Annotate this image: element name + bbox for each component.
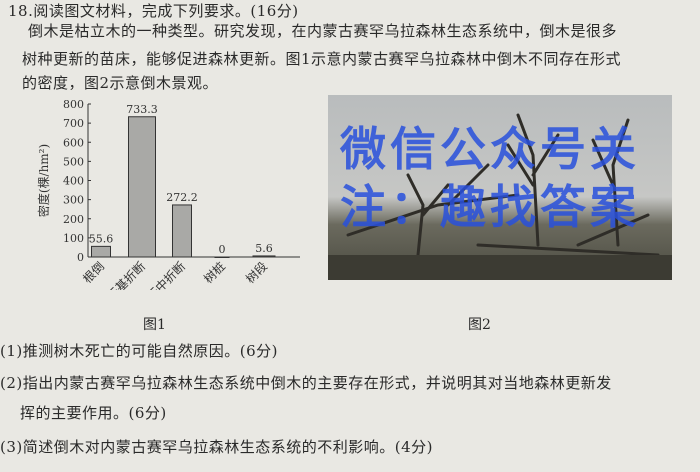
figure2-photo (328, 95, 672, 280)
material-line-1: 倒木是枯立木的一种类型。研究发现，在内蒙古赛罕乌拉森林生态系统中，倒木是很多 (28, 22, 618, 40)
material-line-2: 树种更新的苗床，能够促进森林更新。图1示意内蒙古赛罕乌拉森林中倒木不同存在形式 (22, 50, 622, 68)
bar-根倒 (91, 245, 111, 258)
question-header: 18.阅读图文材料，完成下列要求。(16分) (8, 2, 299, 20)
y-tick-label: 100 (63, 232, 84, 245)
y-tick-label: 400 (63, 175, 84, 188)
data-label: 0 (219, 243, 226, 256)
y-tick-label: 200 (63, 213, 84, 226)
figure1-caption: 图1 (143, 317, 166, 333)
data-label: 5.6 (255, 242, 273, 255)
data-label: 272.2 (166, 191, 198, 204)
y-tick-label: 800 (63, 98, 84, 111)
bar-干基折断 (128, 116, 156, 258)
data-label: 733.3 (126, 103, 158, 116)
subquestion-2: (2)指出内蒙古赛罕乌拉森林生态系统中倒木的主要存在形式，并说明其对当地森林更新… (0, 374, 612, 392)
x-tick-label: 根倒 (80, 259, 107, 286)
subquestion-3: (3)简述倒木对内蒙古赛罕乌拉森林生态系统的不利影响。(4分) (0, 438, 433, 456)
figure2-caption: 图2 (468, 317, 491, 333)
watermark: 微信公众号关注：趣找答案 (340, 122, 640, 234)
x-tick-label: 树段 (243, 259, 271, 287)
x-tick-label: 树桩 (201, 259, 229, 287)
bar-干中折断 (172, 204, 192, 258)
y-tick-label: 300 (63, 194, 84, 207)
y-tick-label: 600 (63, 136, 84, 149)
fallen-trees-illustration (328, 113, 672, 280)
subquestion-1: (1)推测树木死亡的可能自然原因。(6分) (0, 342, 278, 360)
y-tick-label: 500 (63, 155, 84, 168)
bar-树段 (252, 255, 276, 258)
y-tick-label: 700 (63, 117, 84, 130)
material-line-3: 的密度，图2示意倒木景观。 (22, 74, 219, 92)
y-tick-label: 0 (77, 251, 84, 264)
y-axis-label: 密度(棵/hm²) (36, 144, 51, 217)
figure1-bar-chart: 0 100 200 300 400 500 600 700 800 密度(棵/hm²) 55.6 根倒… (36, 98, 300, 290)
data-label: 55.6 (89, 232, 114, 245)
x-tick-label: 干中折断 (144, 259, 189, 290)
subquestion-2-cont: 挥的主要作用。(6分) (20, 404, 167, 422)
x-tick-label: 干基折断 (104, 259, 149, 290)
bar-树桩 (214, 256, 230, 258)
